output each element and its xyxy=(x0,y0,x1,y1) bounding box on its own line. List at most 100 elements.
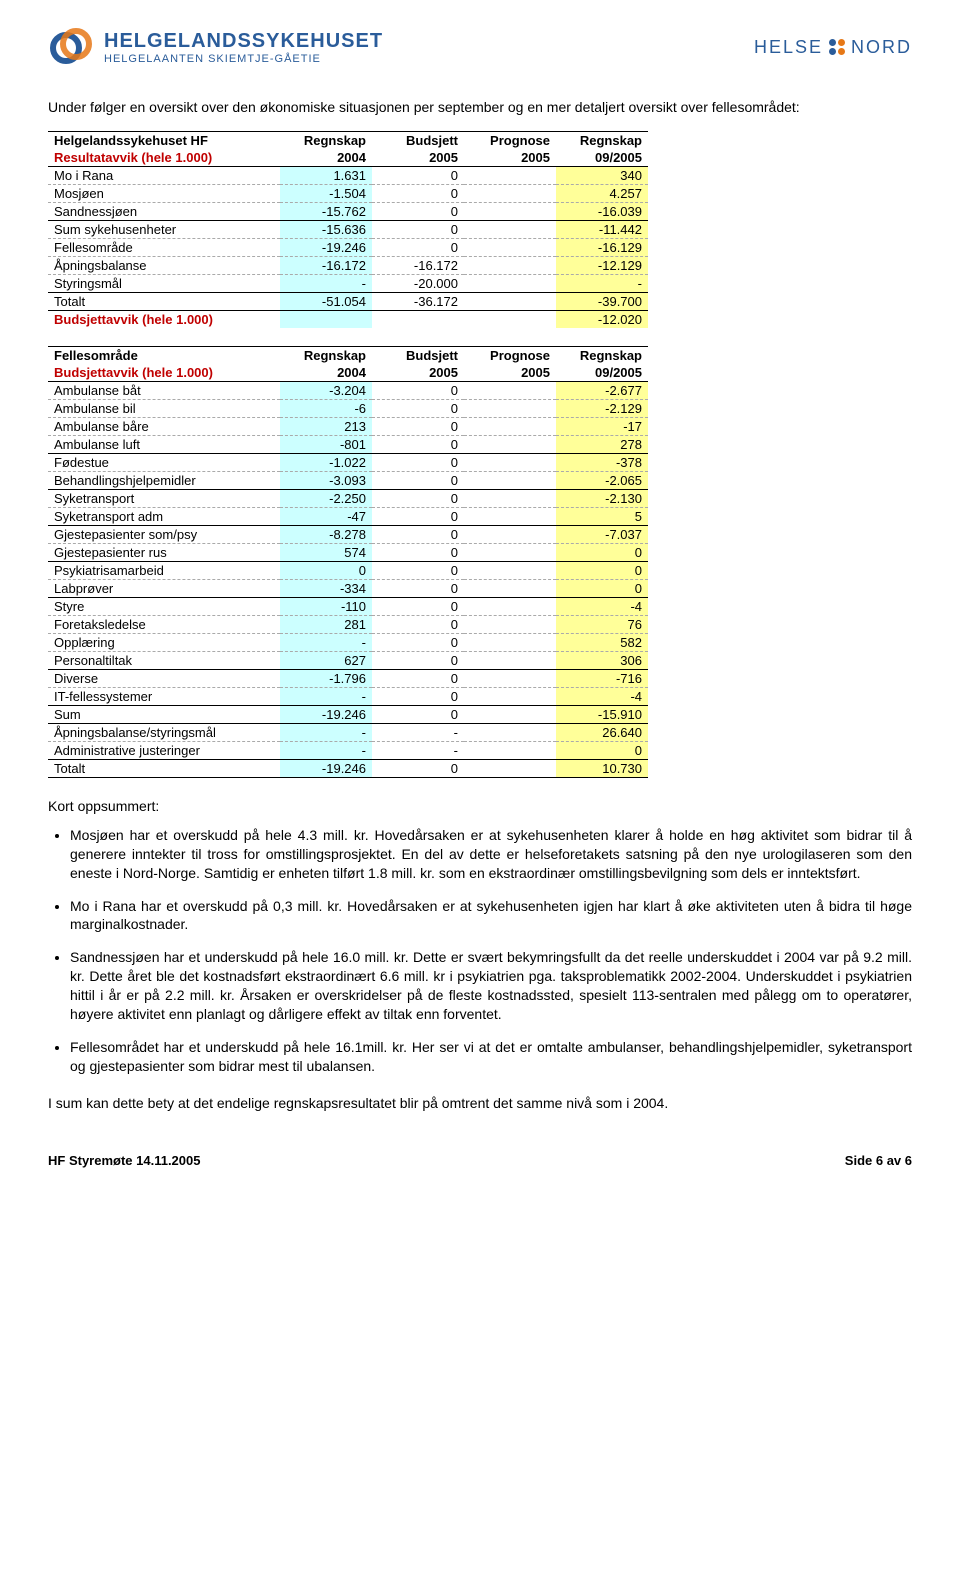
cell: 1.631 xyxy=(280,166,372,184)
row-label: Ambulanse luft xyxy=(48,435,280,453)
cell: 278 xyxy=(556,435,648,453)
table-subtitle: Budsjettavvik (hele 1.000) xyxy=(48,364,280,382)
cell: -15.910 xyxy=(556,705,648,723)
table-row: Styre-1100-4 xyxy=(48,597,648,615)
cell xyxy=(280,310,372,328)
table-row: Foretaksledelse281076 xyxy=(48,615,648,633)
cell: 0 xyxy=(372,615,464,633)
cell: -2.677 xyxy=(556,381,648,399)
col-subheader: 2005 xyxy=(372,149,464,167)
cell: 10.730 xyxy=(556,759,648,777)
table-row: Ambulanse luft-8010278 xyxy=(48,435,648,453)
cell: -378 xyxy=(556,453,648,471)
cell: -19.246 xyxy=(280,705,372,723)
cell xyxy=(464,615,556,633)
cell: -2.065 xyxy=(556,471,648,489)
cell: 0 xyxy=(556,579,648,597)
row-label: Opplæring xyxy=(48,633,280,651)
table-row: Sum sykehusenheter-15.6360-11.442 xyxy=(48,220,648,238)
cell xyxy=(464,741,556,759)
cell: 0 xyxy=(372,220,464,238)
cell xyxy=(464,274,556,292)
cell: -7.037 xyxy=(556,525,648,543)
col-subheader: 2004 xyxy=(280,149,372,167)
cell: 0 xyxy=(372,759,464,777)
row-label: Diverse xyxy=(48,669,280,687)
cell xyxy=(464,399,556,417)
col-header: Budsjett xyxy=(372,346,464,364)
cell xyxy=(464,543,556,561)
table-row: Labprøver-33400 xyxy=(48,579,648,597)
org-subtitle: HELGELAANTEN SKIEMTJE-GÅETIE xyxy=(104,53,383,65)
col-header: Regnskap xyxy=(556,346,648,364)
cell xyxy=(464,525,556,543)
cell xyxy=(464,381,556,399)
row-label: Styre xyxy=(48,597,280,615)
table-row: Psykiatrisamarbeid000 xyxy=(48,561,648,579)
cell: 0 xyxy=(372,543,464,561)
cell: -15.636 xyxy=(280,220,372,238)
cell: - xyxy=(280,633,372,651)
table-row: Personaltiltak6270306 xyxy=(48,651,648,669)
row-label: Ambulanse båt xyxy=(48,381,280,399)
cell: -716 xyxy=(556,669,648,687)
table-row: Budsjettavvik (hele 1.000)-12.020 xyxy=(48,310,648,328)
table-row: Administrative justeringer--0 xyxy=(48,741,648,759)
cell: 5 xyxy=(556,507,648,525)
cell: 0 xyxy=(556,741,648,759)
table-row: Sandnessjøen-15.7620-16.039 xyxy=(48,202,648,220)
cell xyxy=(464,579,556,597)
row-label: Totalt xyxy=(48,759,280,777)
cell: 0 xyxy=(372,381,464,399)
cell xyxy=(464,238,556,256)
footer-left: HF Styremøte 14.11.2005 xyxy=(48,1153,200,1168)
cell: 0 xyxy=(556,543,648,561)
cell: 0 xyxy=(372,687,464,705)
cell: -2.129 xyxy=(556,399,648,417)
table-row: Ambulanse båt-3.2040 -2.677 xyxy=(48,381,648,399)
col-subheader: 2005 xyxy=(464,149,556,167)
rings-icon xyxy=(48,24,94,70)
cell: -3.204 xyxy=(280,381,372,399)
summary-item: Fellesområdet har et underskudd på hele … xyxy=(70,1038,912,1076)
cell: -2.250 xyxy=(280,489,372,507)
cell: -11.442 xyxy=(556,220,648,238)
cell: -1.796 xyxy=(280,669,372,687)
row-label: Gjestepasienter rus xyxy=(48,543,280,561)
brand-right-right: NORD xyxy=(851,37,912,58)
cell: -47 xyxy=(280,507,372,525)
row-label: Syketransport adm xyxy=(48,507,280,525)
cell: -17 xyxy=(556,417,648,435)
row-label: Åpningsbalanse xyxy=(48,256,280,274)
cell xyxy=(464,417,556,435)
table-row: Åpningsbalanse-16.172-16.172-12.129 xyxy=(48,256,648,274)
cell: 213 xyxy=(280,417,372,435)
row-label: Åpningsbalanse/styringsmål xyxy=(48,723,280,741)
cell: - xyxy=(280,723,372,741)
cell: -2.130 xyxy=(556,489,648,507)
row-label: Behandlingshjelpemidler xyxy=(48,471,280,489)
brand-dots-icon xyxy=(829,39,845,55)
cell xyxy=(464,507,556,525)
cell: -16.129 xyxy=(556,238,648,256)
table-row: Styringsmål--20.000- xyxy=(48,274,648,292)
cell: - xyxy=(556,274,648,292)
col-subheader: 2005 xyxy=(372,364,464,382)
cell: 0 xyxy=(372,417,464,435)
table-fellesomrade: FellesområdeRegnskapBudsjettPrognoseRegn… xyxy=(48,346,648,778)
cell: -4 xyxy=(556,597,648,615)
cell: 0 xyxy=(372,238,464,256)
intro-text: Under følger en oversikt over den økonom… xyxy=(48,98,912,117)
cell: -19.246 xyxy=(280,759,372,777)
row-label: Mo i Rana xyxy=(48,166,280,184)
summary-item: Mosjøen har et overskudd på hele 4.3 mil… xyxy=(70,826,912,883)
cell: - xyxy=(372,741,464,759)
cell: - xyxy=(280,274,372,292)
row-label: Budsjettavvik (hele 1.000) xyxy=(48,310,280,328)
table-row: Syketransport-2.2500-2.130 xyxy=(48,489,648,507)
cell: 0 xyxy=(372,471,464,489)
brand-right-left: HELSE xyxy=(754,37,823,58)
cell: -110 xyxy=(280,597,372,615)
cell xyxy=(464,705,556,723)
cell: -334 xyxy=(280,579,372,597)
